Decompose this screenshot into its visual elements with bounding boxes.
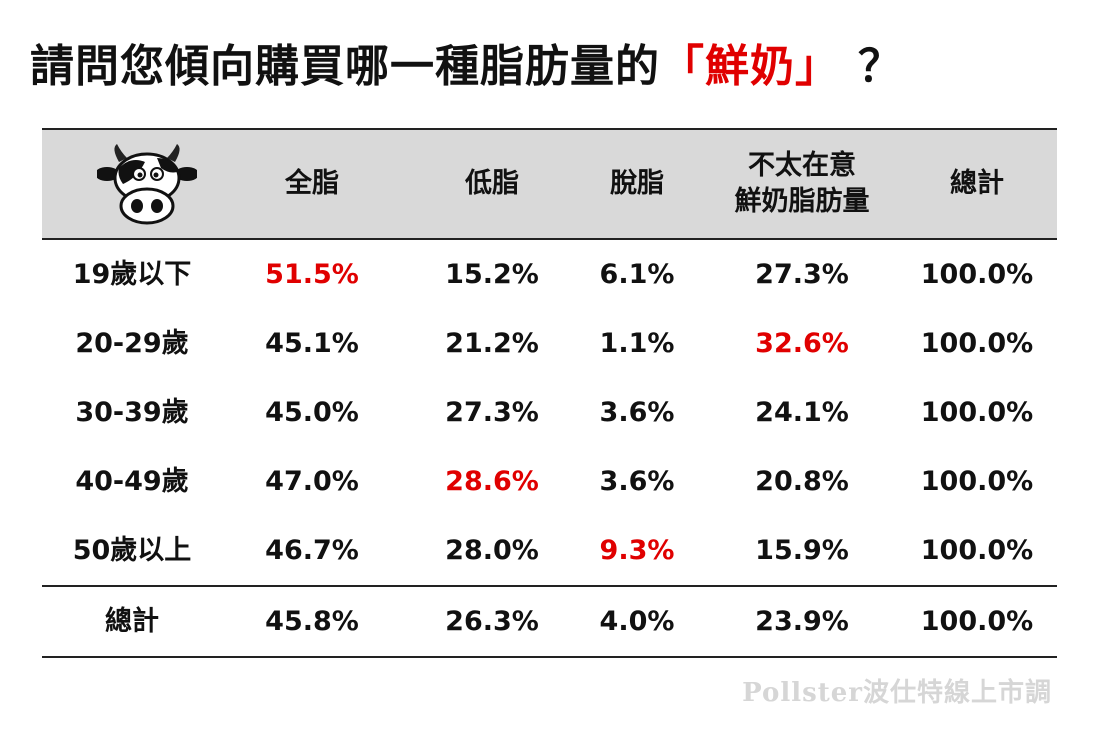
cell-dont-care: 20.8% [755, 466, 849, 497]
header-corner [42, 130, 222, 238]
header-dont-care-line1: 不太在意 [748, 150, 856, 181]
cell-whole-fat: 46.7% [265, 535, 359, 566]
row-label: 19歲以下 [72, 259, 192, 290]
table-header: 全脂 低脂 脫脂 不太在意 鮮奶脂肪量 總計 [42, 128, 1057, 240]
cell-total: 100.0% [920, 535, 1034, 566]
cell-skim: 3.6% [599, 466, 675, 497]
cell-total: 100.0% [920, 606, 1034, 637]
row-label: 50歲以上 [72, 535, 192, 566]
cell-total: 100.0% [920, 259, 1034, 290]
table-row: 40-49歲 47.0% 28.6% 3.6% 20.8% 100.0% [42, 447, 1057, 516]
cow-face-icon [97, 144, 197, 225]
cell-whole-fat: 51.5% [265, 259, 359, 290]
table-row: 19歲以下 51.5% 15.2% 6.1% 27.3% 100.0% [42, 240, 1057, 309]
title-highlight: 「鮮奶」 [660, 41, 840, 92]
table-row: 30-39歲 45.0% 27.3% 3.6% 24.1% 100.0% [42, 378, 1057, 447]
cell-low-fat: 26.3% [445, 606, 539, 637]
header-total: 總計 [950, 168, 1004, 199]
cell-dont-care: 15.9% [755, 535, 849, 566]
cell-skim: 3.6% [599, 397, 675, 428]
cell-dont-care: 27.3% [755, 259, 849, 290]
cell-skim: 6.1% [599, 259, 675, 290]
header-dont-care: 不太在意 鮮奶脂肪量 [697, 130, 907, 238]
cell-low-fat: 28.0% [445, 535, 539, 566]
cell-dont-care: 23.9% [755, 606, 849, 637]
table-row: 總計 45.8% 26.3% 4.0% 23.9% 100.0% [42, 585, 1057, 658]
cell-whole-fat: 45.0% [265, 397, 359, 428]
cell-low-fat: 15.2% [445, 259, 539, 290]
title-main: 請問您傾向購買哪一種脂肪量的 [30, 41, 660, 92]
row-label: 30-39歲 [75, 397, 189, 428]
cell-total: 100.0% [920, 328, 1034, 359]
page-title: 請問您傾向購買哪一種脂肪量的「鮮奶」 ？ [30, 30, 1090, 100]
header-whole-fat: 全脂 [285, 168, 339, 199]
header-low-fat: 低脂 [465, 168, 519, 199]
cell-total: 100.0% [920, 466, 1034, 497]
title-question-mark: ？ [858, 41, 903, 92]
survey-table: 全脂 低脂 脫脂 不太在意 鮮奶脂肪量 總計 19歲以下 51.5% 15.2% 6.… [42, 128, 1057, 658]
cell-dont-care: 32.6% [755, 328, 849, 359]
cell-skim: 1.1% [599, 328, 675, 359]
row-label: 40-49歲 [75, 466, 189, 497]
table-row: 50歲以上 46.7% 28.0% 9.3% 15.9% 100.0% [42, 516, 1057, 585]
row-label: 20-29歲 [75, 328, 189, 359]
pollster-watermark: Pollster波仕特線上市調 [742, 678, 1052, 708]
row-label: 總計 [105, 606, 159, 637]
cell-whole-fat: 45.1% [265, 328, 359, 359]
cell-low-fat: 21.2% [445, 328, 539, 359]
header-skim: 脫脂 [610, 168, 664, 199]
header-dont-care-line2: 鮮奶脂肪量 [734, 186, 870, 217]
table-body: 19歲以下 51.5% 15.2% 6.1% 27.3% 100.0% 20-29歲 45.1… [42, 240, 1057, 658]
cell-dont-care: 24.1% [755, 397, 849, 428]
cell-whole-fat: 47.0% [265, 466, 359, 497]
cell-low-fat: 27.3% [445, 397, 539, 428]
cell-whole-fat: 45.8% [265, 606, 359, 637]
cell-skim: 9.3% [599, 535, 675, 566]
table-row: 20-29歲 45.1% 21.2% 1.1% 32.6% 100.0% [42, 309, 1057, 378]
cell-total: 100.0% [920, 397, 1034, 428]
cell-skim: 4.0% [599, 606, 675, 637]
cell-low-fat: 28.6% [445, 466, 539, 497]
